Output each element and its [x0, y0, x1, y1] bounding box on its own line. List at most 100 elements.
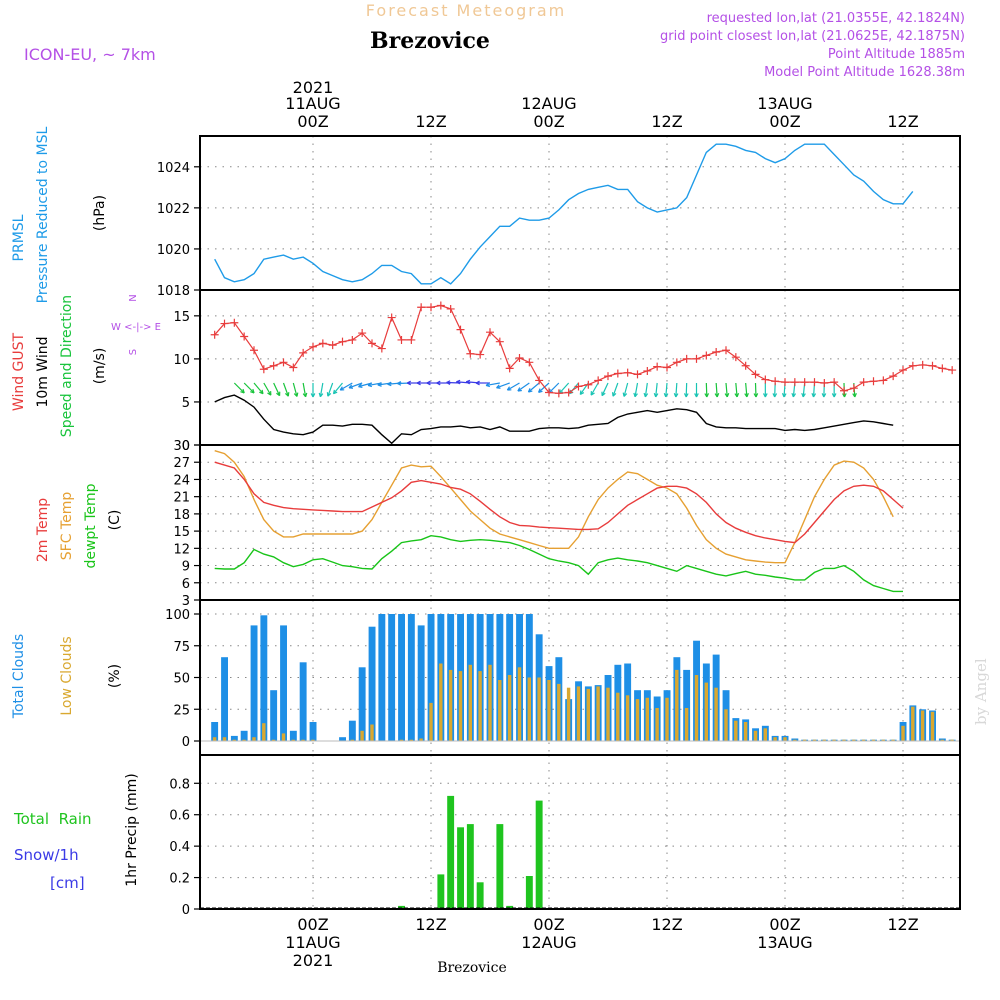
- wind-arrow: [507, 382, 520, 391]
- top-time-label: 12Z: [651, 112, 682, 131]
- bottom-time-label: 12Z: [887, 915, 918, 934]
- gridpoint-coords: grid point closest lon,lat (21.0625E, 42…: [660, 29, 965, 44]
- gust-marker: [259, 365, 268, 374]
- clouds-panel: 0 25 50 75 100 Total Clouds Low Clouds (%): [11, 600, 960, 755]
- low-cloud-bar: [576, 686, 581, 741]
- gust-marker: [751, 370, 760, 379]
- bottom-date-label: 11AUG: [285, 933, 340, 952]
- low-cloud-bar: [262, 723, 266, 741]
- gust-marker: [505, 364, 514, 373]
- gust-marker: [781, 378, 789, 387]
- low-cloud-bar: [852, 739, 856, 741]
- wind-arrow-head: [310, 393, 316, 398]
- y-tick-label: 0.4: [169, 840, 190, 855]
- wind-arrow-head: [579, 390, 585, 395]
- y-tick-label: 3: [182, 594, 190, 609]
- point-altitude: Point Altitude 1885m: [828, 47, 965, 62]
- wind-arrow: [612, 382, 619, 397]
- y-tick-label: 24: [173, 473, 190, 488]
- low-cloud-bar: [714, 687, 718, 741]
- wind-arrow-head: [293, 392, 299, 397]
- gust-marker: [859, 378, 868, 387]
- wind-panel: 0 5 10 15 Wind GUST 10m Wind Speed and Dire…: [11, 290, 960, 454]
- wind-arrow-head: [485, 382, 491, 388]
- gust-marker: [771, 377, 780, 386]
- wind-arrow: [634, 382, 639, 397]
- wind-arrow-head: [643, 392, 649, 398]
- low-cloud-bar: [232, 739, 236, 741]
- wind-arrow-head: [694, 393, 699, 398]
- dewpoint-line: [214, 534, 903, 593]
- requested-coords: requested lon,lat (21.0355E, 42.1824N): [707, 11, 965, 26]
- y-tick-label: 15: [173, 525, 190, 540]
- bottom-date-label: 13AUG: [757, 933, 812, 952]
- wind-arrow-head: [744, 393, 749, 398]
- low-cloud-bar: [832, 739, 836, 741]
- rain-bar: [466, 824, 474, 909]
- low-cloud-bar: [675, 669, 679, 741]
- total-cloud-bar: [358, 667, 366, 741]
- total-cloud-bar: [368, 626, 376, 741]
- low-cloud-bar: [429, 702, 433, 741]
- wind-arrow-head: [397, 381, 402, 386]
- gust-marker: [908, 361, 917, 370]
- y-tick-label: 6: [182, 577, 190, 592]
- bottom-time-label: 00Z: [533, 915, 564, 934]
- sfc-temp-line: [214, 450, 894, 564]
- y-tick-label: 27: [173, 456, 190, 471]
- gust-marker: [289, 363, 298, 372]
- wind-arrow-head: [406, 380, 412, 386]
- total-cloud-bar: [211, 722, 219, 741]
- wind-arrow-head: [781, 393, 787, 398]
- gust-marker: [338, 337, 347, 346]
- wind-arrow: [558, 382, 570, 394]
- snow-legend: Snow/1h: [14, 846, 79, 864]
- wind-gust-markers: [210, 301, 957, 398]
- wind-ylabel-3: Speed and Direction: [59, 295, 75, 437]
- low-cloud-bar: [616, 692, 620, 741]
- low-cloud-bar: [940, 739, 944, 741]
- pressure-ylabel-3: (hPa): [92, 195, 108, 231]
- low-cloud-bar: [881, 739, 885, 741]
- wind-arrow: [665, 382, 668, 397]
- y-tick-label: 21: [173, 491, 190, 506]
- total-cloud-bar: [260, 615, 268, 741]
- total-cloud-bar: [230, 735, 238, 741]
- low-cloud-bar: [222, 737, 227, 741]
- low-cloud-bar: [920, 710, 925, 741]
- gust-marker: [633, 370, 642, 379]
- gust-marker: [712, 348, 721, 356]
- top-time-label: 00Z: [769, 112, 800, 131]
- wind-arrow: [273, 382, 281, 396]
- rain-bar: [496, 824, 504, 909]
- wind-arrow: [590, 382, 599, 396]
- cloud-bars: [200, 614, 960, 742]
- top-time-label: 12Z: [887, 112, 918, 131]
- gust-marker: [495, 337, 504, 346]
- gust-marker: [466, 349, 475, 358]
- low-cloud-bar: [763, 728, 767, 741]
- low-cloud-bar: [822, 739, 826, 741]
- y-tick-label: 0.8: [169, 777, 190, 792]
- wind-arrow-head: [367, 382, 373, 388]
- gust-marker: [663, 363, 671, 372]
- gust-marker: [731, 353, 740, 362]
- gust-marker: [643, 366, 652, 375]
- wind-direction-arrows: [233, 379, 857, 398]
- gust-marker: [525, 358, 534, 367]
- low-cloud-bar: [645, 697, 649, 741]
- top-time-label: 00Z: [533, 112, 564, 131]
- gust-marker: [328, 341, 337, 350]
- watermark: by Angel: [972, 658, 990, 725]
- low-cloud-bar: [557, 683, 561, 741]
- total-cloud-bar: [378, 614, 386, 741]
- low-cloud-bar: [507, 675, 512, 741]
- gust-marker: [358, 329, 367, 338]
- gust-marker: [918, 360, 927, 369]
- wind-gust-line: [214, 304, 953, 394]
- wind-arrow: [348, 382, 363, 389]
- wind-arrow-head: [302, 392, 308, 398]
- wind-arrow-head: [653, 392, 659, 398]
- gust-marker: [810, 378, 819, 387]
